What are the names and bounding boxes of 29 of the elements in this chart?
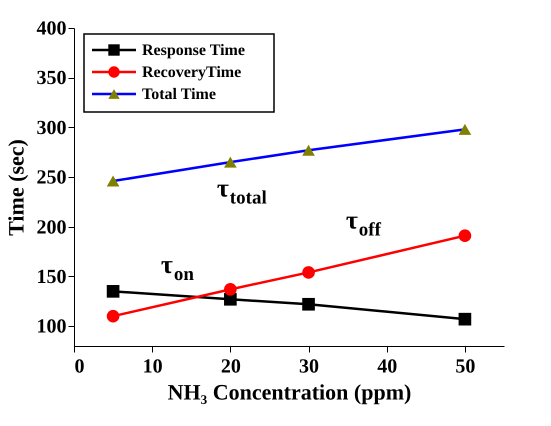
point xyxy=(106,285,120,298)
x-tick-label: 30 xyxy=(299,356,320,378)
y-axis-title: Time (sec) xyxy=(4,139,28,236)
point xyxy=(458,124,472,135)
point xyxy=(224,156,237,168)
x-axis-title: NH₃ Concentration (ppm) xyxy=(168,380,412,404)
point xyxy=(302,298,315,311)
x-tick-label: 20 xyxy=(220,356,241,378)
y-tick-label: 250 xyxy=(36,166,66,189)
y-tick-label: 150 xyxy=(36,266,66,288)
point xyxy=(458,312,472,326)
y-tick-label: 400 xyxy=(36,18,66,40)
legend-label: RecoveryTime xyxy=(142,64,242,81)
point xyxy=(106,176,120,187)
legend-label: Total Time xyxy=(142,86,216,103)
y-tick-label: 100 xyxy=(36,316,66,338)
y-tick-label: 200 xyxy=(36,216,66,238)
point xyxy=(224,283,237,296)
x-tick-label: 0 xyxy=(74,356,84,378)
y-tick-label: 300 xyxy=(36,116,66,139)
x-tick-label: 50 xyxy=(455,356,476,378)
point xyxy=(302,266,315,279)
point xyxy=(106,310,120,322)
x-tick-label: 40 xyxy=(377,356,398,378)
point xyxy=(458,229,472,242)
legend-label: Response Time xyxy=(142,42,245,59)
x-tick-label: 10 xyxy=(142,356,163,378)
point xyxy=(302,144,315,156)
y-tick-label: 350 xyxy=(36,67,66,90)
